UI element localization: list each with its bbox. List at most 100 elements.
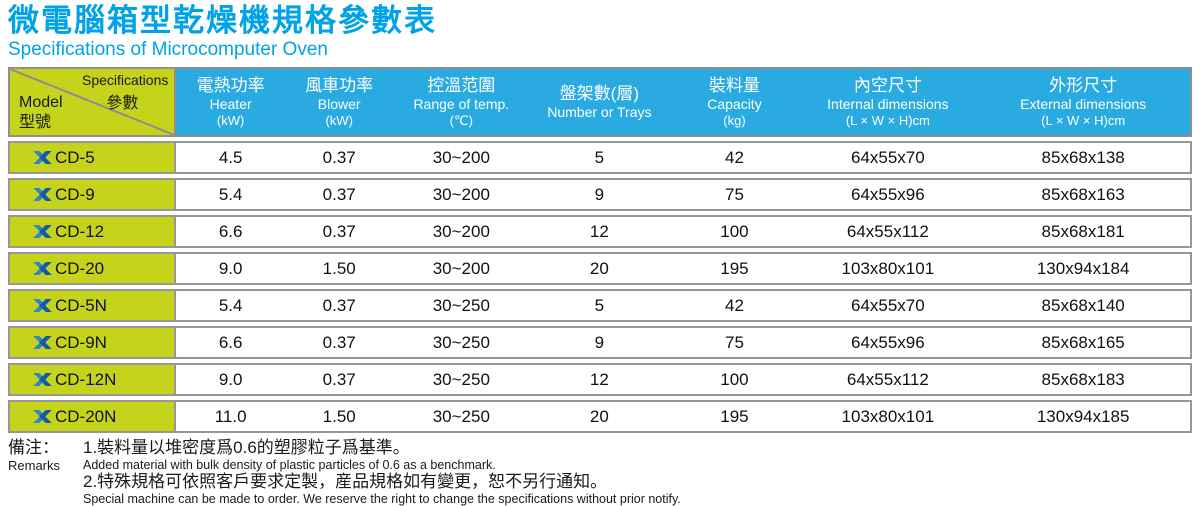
column-header-en: Capacity (707, 95, 762, 112)
cell-internal: 103x80x101 (841, 258, 935, 278)
column-header-unit: (kW) (325, 112, 353, 128)
table-header: Specifications 參數 Model 型號 電熱功率 Heater (kW… (8, 67, 1192, 137)
table-row: CD-12N 9.0 0.37 30~250 12 100 64x55x112 85x68x1… (8, 363, 1192, 396)
model-label: CD-5N (55, 295, 107, 315)
cell-internal: 103x80x101 (841, 406, 935, 426)
model-cell: CD-12N (10, 365, 177, 394)
column-header-zh: 盤架數(層) (559, 83, 640, 103)
model-label: CD-5 (55, 147, 95, 167)
column-header-zh: 風車功率 (305, 75, 374, 95)
column-header-unit: (kW) (216, 112, 245, 128)
model-cell: CD-5N (10, 291, 177, 320)
table-row: CD-5 4.5 0.37 30~200 5 42 64x55x70 85x68x138 (8, 141, 1192, 174)
cell-trays: 5 (594, 295, 605, 315)
model-label: CD-12N (55, 369, 117, 389)
remarks-label-en: Remarks (8, 458, 61, 473)
remarks-section: 備注： Remarks 1.裝料量以堆密度爲0.6的塑膠粒子爲基準。 Added … (8, 438, 1192, 506)
brand-x-icon (33, 262, 52, 275)
column-header-zh: 裝料量 (708, 75, 760, 95)
model-cell: CD-20 (10, 254, 177, 283)
model-label: CD-9N (55, 332, 107, 352)
brand-x-icon (33, 188, 52, 201)
cell-range: 30~250 (432, 332, 490, 352)
model-label: CD-20 (55, 258, 105, 278)
table-row: CD-5N 5.4 0.37 30~250 5 42 64x55x70 85x68x140 (8, 289, 1192, 322)
page-title: 微電腦箱型乾燥機規格參數表 (8, 3, 437, 38)
cell-capacity: 100 (720, 369, 749, 389)
cell-external: 130x94x185 (1036, 406, 1130, 426)
cell-external: 85x68x138 (1041, 147, 1125, 167)
cell-blower: 0.37 (322, 184, 356, 204)
model-cell: CD-5 (10, 143, 177, 172)
brand-x-icon (33, 299, 52, 312)
column-header-en: Heater (209, 95, 252, 112)
cell-capacity: 195 (720, 258, 749, 278)
cell-internal: 64x55x96 (850, 332, 925, 352)
cell-heater: 5.4 (218, 184, 243, 204)
spec-table: Specifications 參數 Model 型號 電熱功率 Heater (kW… (8, 67, 1192, 433)
column-header-unit: (L × W × H)cm (1041, 112, 1126, 128)
note-zh: 1.裝料量以堆密度爲0.6的塑膠粒子爲基準。 (83, 438, 410, 457)
cell-range: 30~200 (432, 147, 490, 167)
corner-model-en: Model (19, 94, 63, 111)
note-en: Special machine can be made to order. We… (83, 492, 681, 506)
cell-range: 30~250 (432, 406, 490, 426)
cell-blower: 0.37 (322, 332, 356, 352)
column-header-4: 裝料量 Capacity (kg) (670, 69, 800, 135)
column-header-en: External dimensions (1020, 95, 1147, 112)
cell-trays: 20 (589, 258, 609, 278)
remarks-notes: 1.裝料量以堆密度爲0.6的塑膠粒子爲基準。 Added material wit… (83, 438, 1192, 506)
cell-capacity: 75 (725, 332, 744, 352)
remarks-label-zh: 備注： (8, 438, 59, 457)
cell-range: 30~200 (432, 258, 490, 278)
column-header-zh: 控溫范圍 (427, 75, 496, 95)
note-zh: 2.特殊規格可依照客戶要求定製，産品規格如有變更，恕不另行通知。 (83, 472, 608, 491)
cell-external: 85x68x165 (1041, 332, 1125, 352)
column-header-2: 控溫范圍 Range of temp. (℃) (393, 69, 529, 135)
cell-blower: 0.37 (322, 147, 356, 167)
column-header-unit: (L × W × H)cm (845, 112, 930, 128)
model-label: CD-9 (55, 184, 95, 204)
cell-heater: 11.0 (214, 406, 247, 426)
column-header-en: Number or Trays (547, 103, 652, 120)
column-header-5: 內空尺寸 Internal dimensions (L × W × H)cm (799, 69, 976, 135)
corner-specifications-zh: 參數 (106, 95, 139, 112)
corner-model-zh: 型號 (19, 114, 52, 131)
cell-blower: 0.37 (322, 221, 356, 241)
cell-trays: 9 (594, 184, 605, 204)
cell-heater: 9.0 (218, 369, 243, 389)
cell-range: 30~250 (432, 295, 490, 315)
model-cell: CD-9N (10, 328, 177, 357)
model-label: CD-12 (55, 221, 105, 241)
brand-x-icon (33, 225, 52, 238)
page-subtitle: Specifications of Microcomputer Oven (8, 39, 328, 60)
table-row: CD-20 9.0 1.50 30~200 20 195 103x80x101 130x94x… (8, 252, 1192, 285)
cell-heater: 6.6 (218, 221, 243, 241)
column-header-1: 風車功率 Blower (kW) (285, 69, 394, 135)
cell-external: 130x94x184 (1036, 258, 1130, 278)
cell-heater: 5.4 (218, 295, 243, 315)
cell-external: 85x68x140 (1041, 295, 1125, 315)
column-header-zh: 內空尺寸 (853, 75, 922, 95)
table-body: CD-5 4.5 0.37 30~200 5 42 64x55x70 85x68x138 CD… (8, 141, 1192, 433)
table-row: CD-9 5.4 0.37 30~200 9 75 64x55x96 85x68x163 (8, 178, 1192, 211)
column-header-unit: (℃) (449, 112, 473, 128)
cell-trays: 12 (589, 369, 609, 389)
table-row: CD-9N 6.6 0.37 30~250 9 75 64x55x96 85x68x165 (8, 326, 1192, 359)
column-header-zh: 電熱功率 (196, 75, 265, 95)
cell-internal: 64x55x70 (850, 147, 925, 167)
model-cell: CD-20N (10, 402, 177, 431)
cell-capacity: 42 (725, 295, 744, 315)
table-row: CD-20N 11.0 1.50 30~250 20 195 103x80x101 130x9… (8, 400, 1192, 433)
cell-range: 30~200 (432, 184, 490, 204)
brand-x-icon (33, 336, 52, 349)
cell-external: 85x68x163 (1041, 184, 1125, 204)
cell-blower: 1.50 (322, 406, 356, 426)
column-header-3: 盤架數(層) Number or Trays (529, 69, 669, 135)
cell-blower: 0.37 (322, 369, 356, 389)
cell-blower: 1.50 (322, 258, 356, 278)
cell-internal: 64x55x112 (846, 221, 929, 241)
cell-internal: 64x55x96 (850, 184, 925, 204)
cell-capacity: 42 (725, 147, 744, 167)
